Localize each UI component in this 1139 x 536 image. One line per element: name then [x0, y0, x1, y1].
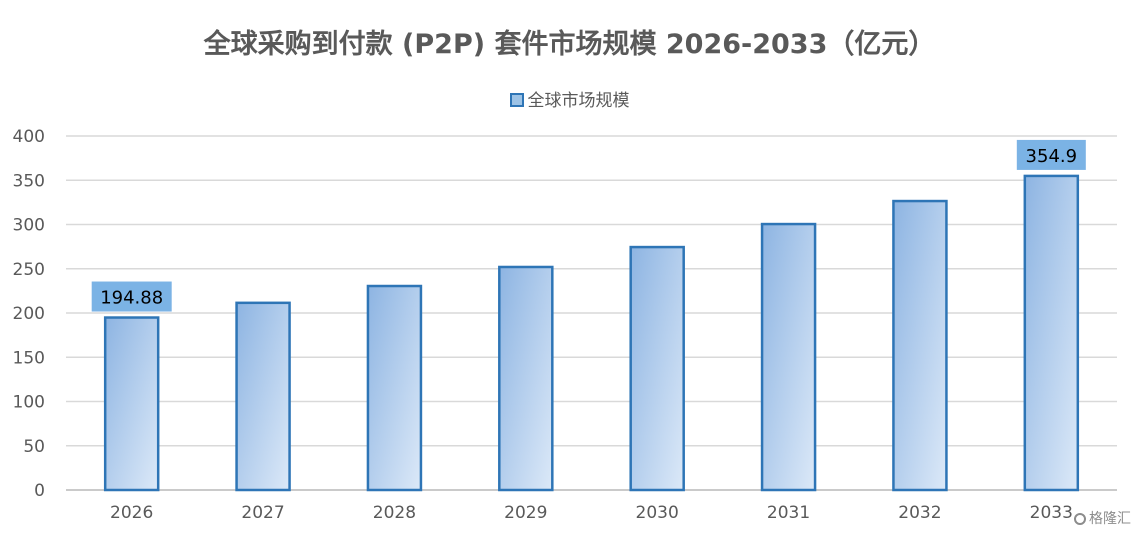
chart-title: 全球采购到付款 (P2P) 套件市场规模 2026-2033（亿元）: [203, 29, 936, 60]
chart-legend: 全球市场规模: [0, 86, 1139, 111]
y-tick-label: 0: [34, 481, 45, 501]
data-label-box: [1016, 139, 1086, 170]
y-tick-label: 350: [13, 171, 45, 191]
bar-2030: [629, 245, 685, 492]
y-tick-label: 300: [13, 216, 45, 236]
x-tick-label: 2026: [110, 503, 153, 523]
bar-2032: [892, 199, 948, 492]
x-tick-label: 2032: [898, 503, 941, 523]
data-label: 194.88: [100, 288, 163, 309]
x-tick-label: 2029: [504, 503, 547, 523]
x-tick-label: 2027: [241, 503, 284, 523]
data-label: 354.9: [1026, 146, 1078, 167]
bar-2026: [103, 316, 160, 492]
legend-swatch: [509, 93, 524, 107]
bar-2027: [235, 301, 291, 492]
y-tick-label: 100: [13, 393, 45, 413]
x-tick-label: 2033: [1030, 503, 1073, 523]
x-tick-label: 2028: [373, 503, 416, 523]
y-tick-label: 250: [13, 260, 45, 280]
data-labels: 194.88 354.9: [91, 139, 1086, 312]
watermark-text: 格隆汇: [1089, 511, 1131, 527]
y-tick-label: 50: [23, 437, 45, 457]
bar-2031: [760, 222, 817, 492]
bar-2029: [498, 265, 554, 492]
x-tick-label: 2030: [636, 503, 679, 523]
y-tick-label: 400: [13, 127, 45, 147]
y-axis-ticks: 0 50 100 150 200 250 300 350 400: [13, 127, 45, 501]
x-axis-ticks: 2026 2027 2028 2029 2030 2031 2032 2033: [110, 503, 1073, 523]
gridlines: [66, 135, 1117, 491]
watermark-logo-icon: [1074, 513, 1086, 525]
legend-label: 全球市场规模: [527, 91, 630, 111]
data-label-box: [91, 281, 172, 312]
watermark: 格隆汇: [1072, 508, 1133, 528]
y-tick-label: 150: [13, 348, 45, 368]
bar-2028: [366, 284, 423, 492]
bar-2033: [1023, 174, 1080, 492]
bars: [103, 174, 1080, 492]
x-tick-label: 2031: [767, 503, 810, 523]
y-tick-label: 200: [13, 304, 45, 324]
